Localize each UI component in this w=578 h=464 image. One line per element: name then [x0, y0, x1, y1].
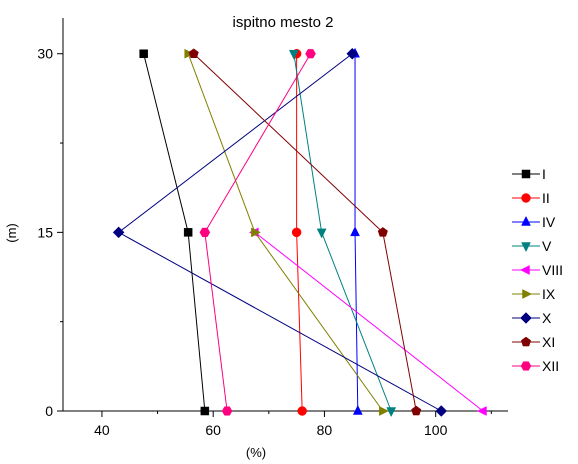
y-axis-label: (m) [4, 223, 19, 243]
legend-marker [521, 193, 531, 203]
data-point [411, 405, 422, 416]
data-point [350, 226, 360, 237]
data-point [435, 405, 448, 417]
chart-title: ispitno mesto 2 [233, 14, 334, 31]
x-tick-label: 40 [94, 422, 110, 438]
legend-marker [520, 361, 532, 371]
data-point [352, 404, 363, 415]
legend-item: VIII [512, 262, 563, 278]
series-x [112, 47, 448, 417]
data-point [184, 48, 195, 59]
data-point [377, 227, 388, 237]
data-point [199, 227, 211, 237]
series-viii [248, 227, 487, 416]
data-point [297, 406, 307, 416]
x-tick-label: 60 [205, 422, 221, 438]
legend-label: XII [542, 358, 559, 374]
y-tick-label: 30 [37, 46, 53, 62]
legend-marker [521, 215, 531, 226]
y-tick-label: 15 [37, 224, 53, 240]
legend-marker [520, 312, 532, 324]
data-point [346, 47, 359, 60]
x-tick-label: 100 [424, 422, 448, 438]
data-point [305, 49, 316, 59]
series-iv [350, 47, 363, 415]
data-point [316, 228, 327, 239]
series-v [288, 49, 397, 418]
data-point [251, 227, 261, 238]
legend-marker [521, 169, 531, 179]
y-tick-label: 0 [45, 403, 53, 419]
legend-label: V [542, 238, 552, 254]
legend-label: IV [542, 214, 556, 230]
legend-label: XI [542, 334, 555, 350]
series-xi [188, 48, 422, 416]
data-point [183, 228, 193, 237]
series-ii [291, 48, 307, 416]
data-point [291, 227, 302, 238]
legend-item: II [512, 190, 550, 206]
x-axis-label: (%) [246, 445, 266, 460]
legend-marker [520, 336, 532, 347]
legend-label: IX [542, 286, 556, 302]
legend-label: X [542, 310, 552, 326]
legend-item: V [512, 238, 552, 254]
axes: 40 60 80 100 0 15 30 [37, 18, 508, 438]
legend-item: IX [512, 286, 556, 302]
data-point [200, 406, 210, 416]
data-point [476, 406, 487, 416]
data-point [221, 406, 233, 416]
series-xii [199, 49, 316, 416]
data-point [379, 406, 389, 416]
legend-item: IV [512, 214, 556, 230]
series-line [143, 53, 206, 412]
legend-item: XI [512, 334, 555, 350]
x-tick-label: 80 [317, 422, 333, 438]
series-line [293, 53, 392, 412]
data-point [288, 49, 299, 60]
legend-item: X [512, 310, 552, 326]
data-point [112, 226, 125, 239]
series-i [139, 49, 210, 416]
legend-marker [522, 289, 533, 299]
data-point [139, 49, 148, 58]
legend-label: II [542, 190, 550, 206]
legend-item: I [512, 166, 546, 182]
series-ix [184, 48, 389, 416]
legend-marker [521, 242, 531, 253]
series-line [117, 53, 442, 412]
legend-marker [519, 265, 530, 275]
legend-label: VIII [542, 262, 563, 278]
series-line [254, 231, 484, 412]
data-point [386, 407, 397, 418]
legend-item: XII [512, 358, 559, 374]
data-point [188, 48, 199, 59]
series-layer [112, 47, 487, 418]
legend-label: I [542, 166, 546, 182]
